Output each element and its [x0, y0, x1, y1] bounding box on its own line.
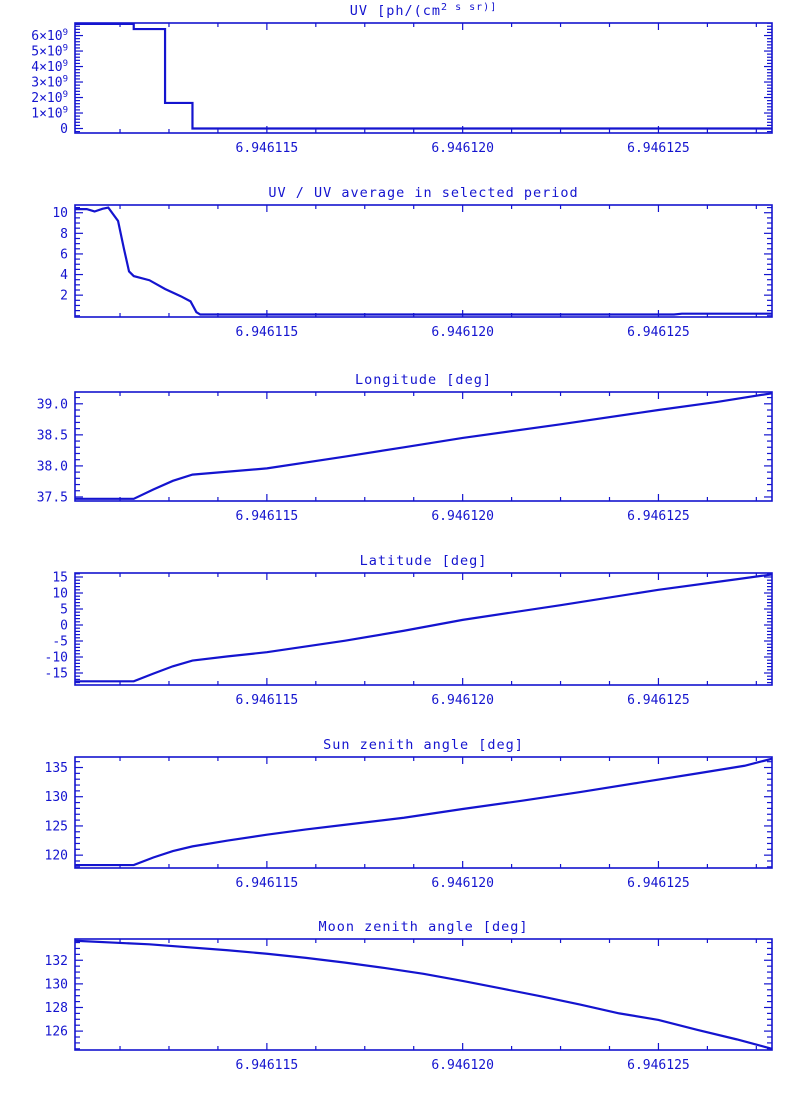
y-tick-label: -5	[52, 635, 68, 650]
chart-title: UV / UV average in selected period	[268, 185, 578, 201]
x-tick-label: 6.946125	[627, 509, 690, 524]
plot-border	[74, 204, 773, 318]
latitude-line	[75, 573, 773, 683]
y-tick-label: -15	[45, 667, 68, 682]
chart-moon-zenith-angle: 126 128 130 132 6.946115 6.946120 6.946125 Moon…	[45, 919, 773, 1073]
x-tick-label: 6.946125	[627, 693, 690, 708]
sun-zenith-angle-line	[75, 757, 773, 867]
chart-title: Latitude [deg]	[360, 553, 488, 569]
chart-sun-zenith-angle: 120 125 130 135 6.946115 6.946120 6.946125 Sun …	[45, 737, 773, 891]
y-tick-label: 128	[45, 1001, 68, 1016]
y-tick-label: -10	[45, 651, 68, 666]
x-tick-label: 6.946125	[627, 876, 690, 891]
x-tick-label: 6.946115	[236, 325, 299, 340]
y-tick-label: 2×109	[31, 90, 68, 106]
y-tick-label: 37.5	[37, 490, 68, 505]
y-tick-label: 6×109	[31, 28, 68, 44]
y-tick-label: 120	[45, 849, 68, 864]
chart-longitude: 37.5 38.0 38.5 39.0 6.946115 6.946120 6.946125…	[37, 372, 773, 524]
x-tick-label: 6.946115	[236, 876, 299, 891]
x-tick-label: 6.946125	[627, 141, 690, 156]
uv-flux-line	[75, 22, 772, 130]
y-tick-label: 10	[52, 587, 68, 602]
x-tick-label: 6.946120	[431, 509, 494, 524]
plot-border	[74, 391, 773, 502]
y-tick-label: 38.5	[37, 428, 68, 443]
x-tick-label: 6.946120	[431, 325, 494, 340]
y-tick-label: 2	[60, 289, 68, 304]
x-tick-label: 6.946120	[431, 876, 494, 891]
y-tick-label: 0	[60, 619, 68, 634]
chart-title: Sun zenith angle [deg]	[323, 737, 524, 753]
chart-title: Longitude [deg]	[355, 372, 492, 388]
plot-border	[74, 22, 773, 134]
y-tick-label: 135	[45, 761, 68, 776]
x-tick-label: 6.946115	[236, 509, 299, 524]
x-tick-label: 6.946115	[236, 693, 299, 708]
longitude-line	[75, 392, 773, 500]
x-tick-label: 6.946115	[236, 141, 299, 156]
y-tick-label: 8	[60, 227, 68, 242]
chart-uv-ratio: 2 4 6 8 10 6.946115 6.946120 6.946125 UV / UV av…	[52, 185, 773, 340]
y-tick-label: 10	[52, 206, 68, 221]
y-tick-label: 3×109	[31, 75, 68, 91]
plot-border	[74, 572, 773, 686]
uv-ratio-line	[75, 206, 772, 316]
chart-title: Moon zenith angle [deg]	[319, 919, 529, 935]
y-tick-label: 1×109	[31, 106, 68, 122]
chart-title: UV [ph/(cm2 s sr)]	[350, 2, 497, 19]
y-tick-label: 6	[60, 247, 68, 262]
y-tick-label: 0	[60, 122, 68, 137]
x-tick-label: 6.946120	[431, 1058, 494, 1073]
y-tick-label: 15	[52, 571, 68, 586]
y-tick-label: 5×109	[31, 44, 68, 60]
x-tick-label: 6.946120	[431, 693, 494, 708]
y-tick-label: 125	[45, 819, 68, 834]
x-tick-label: 6.946115	[236, 1058, 299, 1073]
y-tick-label: 5	[60, 603, 68, 618]
y-tick-label: 4	[60, 268, 68, 283]
y-tick-label: 4×109	[31, 59, 68, 75]
y-tick-label: 132	[45, 954, 68, 969]
moon-zenith-angle-line	[74, 939, 773, 1050]
y-tick-label: 130	[45, 790, 68, 805]
y-tick-label: 39.0	[37, 397, 68, 412]
x-tick-label: 6.946120	[431, 141, 494, 156]
y-tick-label: 126	[45, 1025, 68, 1040]
plot-border	[74, 756, 773, 869]
y-tick-label: 38.0	[37, 459, 68, 474]
x-tick-label: 6.946125	[627, 1058, 690, 1073]
plot-border	[74, 938, 773, 1051]
y-tick-label: 130	[45, 977, 68, 992]
x-tick-label: 6.946125	[627, 325, 690, 340]
